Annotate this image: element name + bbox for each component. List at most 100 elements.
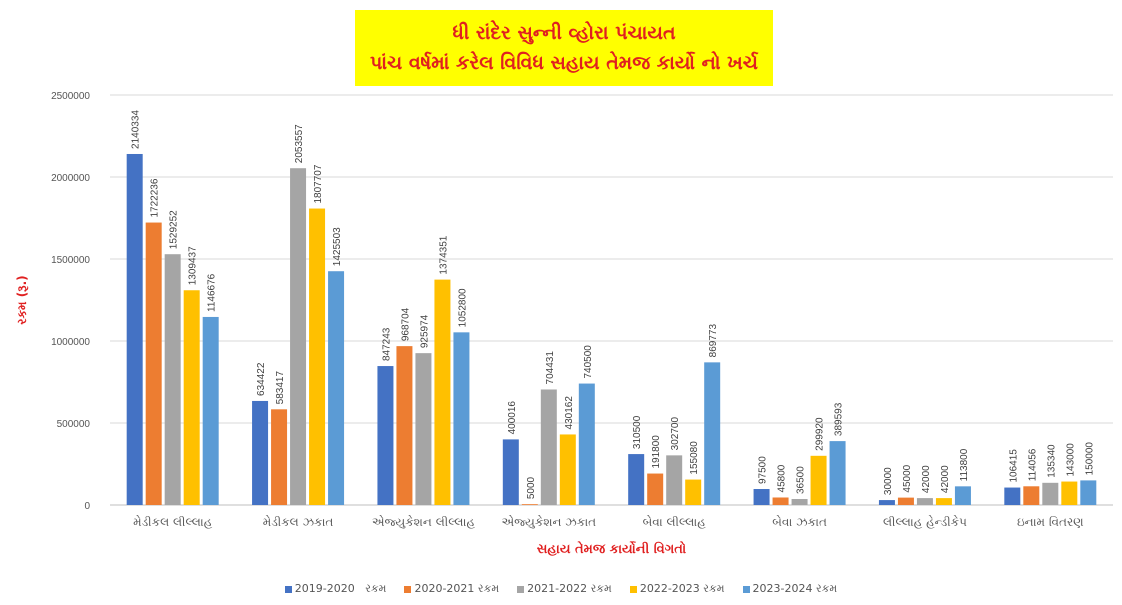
bar	[810, 455, 827, 505]
bar	[434, 279, 451, 505]
bar	[328, 271, 345, 505]
data-label: 310500	[632, 415, 643, 449]
bar	[878, 500, 895, 505]
legend-swatch	[517, 585, 525, 593]
x-tick-label: બેવા લીલ્લાહ	[643, 515, 707, 529]
x-axis-title: સહાય તેમજ કાર્યોની વિગતો	[537, 540, 686, 557]
y-tick-label: 0	[84, 501, 90, 512]
data-label: 42000	[921, 465, 932, 493]
y-axis-title: રકમ (રૂ.)	[15, 275, 29, 324]
bar	[164, 254, 181, 505]
bar	[666, 455, 683, 505]
bar	[271, 409, 288, 505]
data-label: 5000	[526, 476, 537, 499]
legend-swatch	[284, 585, 292, 593]
data-label: 30000	[883, 467, 894, 495]
data-label: 704431	[545, 351, 556, 385]
y-tick-label: 1000000	[51, 337, 90, 348]
data-label: 150000	[1084, 442, 1095, 476]
data-label: 1529252	[169, 210, 180, 249]
bar	[202, 316, 219, 505]
bar	[685, 479, 702, 505]
data-label: 583417	[275, 371, 286, 405]
legend-item: 2019-2020 રકમ	[284, 582, 387, 596]
data-label: 430162	[564, 396, 575, 430]
bar	[126, 153, 143, 505]
bar	[502, 439, 519, 505]
data-label: 114056	[1027, 448, 1038, 481]
data-label: 45800	[777, 464, 788, 492]
legend-item: 2021-2022 રકમ	[517, 582, 612, 596]
bar	[954, 486, 971, 505]
bar	[829, 441, 846, 505]
legend-swatch	[629, 585, 637, 593]
legend-label: 2023-2024 રકમ	[752, 582, 838, 595]
x-tick-label: એજ્યુકેશન લીલ્લાહ	[372, 515, 476, 529]
data-label: 1052800	[457, 288, 468, 327]
bar	[415, 353, 432, 505]
x-tick-label: ઇનામ વિતરણ	[1017, 515, 1084, 529]
bar	[377, 366, 394, 505]
data-label: 968704	[400, 307, 411, 341]
bar	[753, 489, 770, 505]
legend-item: 2020-2021 રકમ	[404, 582, 499, 596]
y-tick-label: 500000	[57, 419, 91, 430]
data-label: 389593	[834, 402, 845, 436]
bar	[935, 498, 952, 505]
data-label: 925974	[419, 314, 430, 348]
data-label: 42000	[940, 465, 951, 493]
bar	[290, 168, 307, 505]
bar	[183, 290, 200, 505]
x-tick-label: એજ્યુકેશન ઝકાત	[501, 515, 596, 529]
data-label: 1309437	[188, 246, 199, 285]
data-label: 634422	[256, 362, 267, 396]
legend-label: 2021-2022 રકમ	[527, 582, 612, 595]
chart-title-line-2: પાંચ વર્ષમાં કરેલ વિવિધ સહાય તેમજ કાર્યો…	[370, 52, 758, 74]
x-tick-label: બેવા ઝકાત	[772, 515, 827, 529]
data-label: 299920	[815, 417, 826, 451]
chart-title: ધી રાંદેર સુન્ની વ્હોરા પંચાયત પાંચ વર્ષ…	[355, 10, 773, 86]
x-tick-label: મેડીકલ લીલ્લાહ	[133, 515, 213, 529]
data-label: 36500	[796, 466, 807, 494]
bar	[145, 222, 162, 506]
bar	[1023, 486, 1040, 505]
data-label: 45000	[902, 464, 913, 492]
bar	[1004, 487, 1021, 505]
legend-label: 2020-2021 રકમ	[414, 582, 500, 595]
bar	[559, 434, 576, 505]
legend-swatch	[742, 585, 750, 593]
bar	[252, 400, 269, 505]
data-label: 302700	[670, 417, 681, 451]
bar	[897, 497, 914, 505]
data-label: 740500	[583, 345, 594, 379]
data-label: 2140334	[131, 110, 142, 149]
bar	[647, 473, 664, 505]
chart-title-line-1: ધી રાંદેર સુન્ની વ્હોરા પંચાયત	[452, 22, 676, 44]
y-tick-label: 2000000	[51, 173, 90, 184]
bar	[521, 504, 538, 505]
legend-item: 2022-2023 રકમ	[629, 582, 725, 596]
x-tick-label: મેડીકલ ઝકાત	[263, 515, 334, 529]
y-tick-label: 2500000	[51, 91, 90, 102]
data-label: 135340	[1046, 444, 1057, 478]
data-label: 1722236	[150, 178, 161, 217]
data-label: 143000	[1065, 443, 1076, 477]
bar	[1042, 482, 1059, 505]
bar	[1080, 480, 1097, 505]
data-label: 869773	[708, 324, 719, 358]
bar	[309, 208, 326, 505]
bar	[791, 499, 808, 505]
bar	[704, 362, 721, 505]
data-label: 1146676	[207, 273, 218, 312]
bar	[772, 497, 789, 505]
bar	[396, 346, 413, 505]
data-label: 2053557	[294, 124, 305, 163]
data-label: 1425503	[332, 227, 343, 266]
y-tick-label: 1500000	[51, 255, 90, 266]
bar	[453, 332, 470, 505]
data-label: 1374351	[438, 235, 449, 274]
legend-swatch	[404, 585, 412, 593]
bar	[1061, 481, 1078, 505]
legend-label: 2019-2020 રકમ	[294, 582, 387, 595]
